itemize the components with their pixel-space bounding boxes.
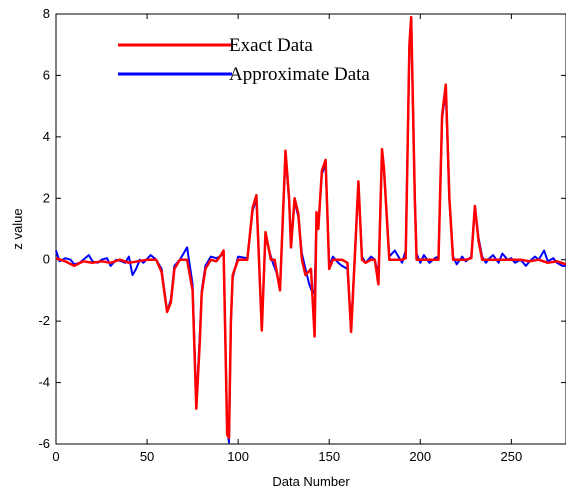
- legend-label-approximate-data: Approximate Data: [229, 64, 370, 85]
- y-tick-label: 2: [43, 190, 50, 205]
- x-axis-label: Data Number: [272, 474, 350, 489]
- axes: 0 50 100 150 200 250 -6 -4 -2 0 2 4 6 8: [38, 6, 566, 464]
- y-tick-label: 0: [43, 252, 50, 267]
- x-tick-label: 0: [52, 449, 59, 464]
- series-line-exact-data: [55, 15, 566, 440]
- series-layer: [55, 15, 566, 444]
- y-tick-label: 8: [43, 6, 50, 21]
- legend: Exact Data Approximate Data: [118, 35, 370, 85]
- x-tick-label: 200: [409, 449, 431, 464]
- y-tick-label: -4: [38, 375, 50, 390]
- y-axis-label: z value: [10, 208, 25, 249]
- plot-area: [55, 13, 566, 445]
- x-tick-label: 100: [227, 449, 249, 464]
- y-tick-label: 6: [43, 67, 50, 82]
- x-tick-label: 150: [318, 449, 340, 464]
- x-tick-label: 50: [140, 449, 154, 464]
- y-tick-label: -2: [38, 313, 50, 328]
- x-tick-label: 250: [501, 449, 523, 464]
- legend-label-exact-data: Exact Data: [229, 35, 313, 56]
- y-tick-label: 4: [43, 129, 50, 144]
- y-tick-label: -6: [38, 436, 50, 451]
